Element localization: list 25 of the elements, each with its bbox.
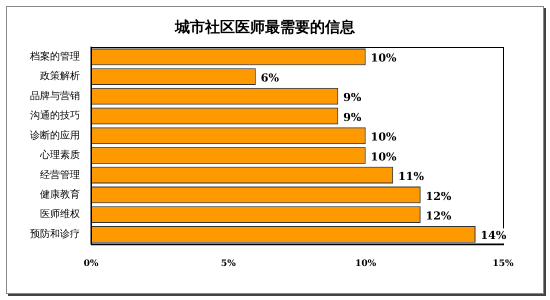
data-label: 10%: [370, 150, 397, 164]
data-label: 11%: [398, 170, 424, 184]
y-tick-label: 心理素质: [39, 149, 80, 162]
data-label: 10%: [370, 130, 397, 144]
y-tick-label: 健康教育: [40, 188, 80, 200]
y-tick-label: 品牌与营销: [30, 90, 80, 102]
x-tick-label: 10%: [355, 258, 377, 269]
y-tick-label: 医师维权: [40, 208, 80, 220]
chart-title: 城市社区医师最需要的信息: [174, 18, 356, 36]
y-tick-label: 档案的管理: [29, 50, 80, 62]
x-tick-label: 15%: [492, 258, 514, 269]
y-tick-label: 预防和诊疗: [30, 228, 80, 240]
data-label: 6%: [260, 71, 280, 84]
y-tick-label: 诊断的应用: [30, 129, 80, 142]
data-label: 9%: [343, 110, 362, 124]
x-tick-label: 0%: [84, 258, 99, 269]
y-tick-label: 政策解析: [40, 70, 80, 82]
data-label: 9%: [343, 91, 362, 104]
y-tick-label: 沟通的技巧: [30, 110, 80, 122]
data-label: 10%: [370, 52, 397, 65]
data-label: 12%: [426, 209, 452, 222]
y-tick-label: 经营管理: [40, 168, 80, 181]
data-label: 12%: [426, 190, 452, 203]
data-label: 14%: [480, 229, 507, 242]
x-tick-label: 5%: [220, 258, 236, 269]
